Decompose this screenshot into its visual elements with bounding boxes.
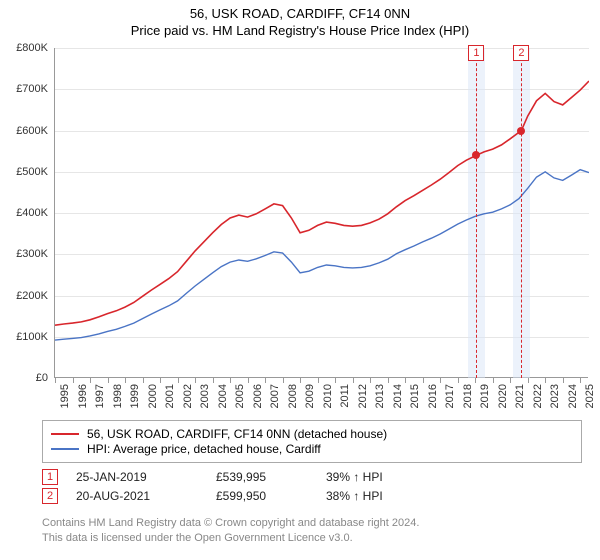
sale-date: 25-JAN-2019 [76,470,216,484]
x-axis-label: 2018 [462,384,474,408]
x-axis-label: 2024 [567,384,579,408]
marker-line [476,48,477,378]
x-axis-label: 1996 [77,384,89,408]
x-axis-label: 2013 [374,384,386,408]
x-axis-label: 2014 [392,384,404,408]
x-axis-label: 2011 [339,384,351,408]
sale-row: 2 20-AUG-2021£599,95038% ↑ HPI [42,488,582,504]
x-axis-label: 2015 [409,384,421,408]
sale-badge: 1 [42,469,58,485]
y-axis-label: £300K [0,248,48,260]
sale-marker-dot [472,151,480,159]
x-axis-label: 2001 [164,384,176,408]
sale-date: 20-AUG-2021 [76,489,216,503]
x-axis-label: 2025 [584,384,596,408]
x-axis-label: 2012 [357,384,369,408]
y-axis-label: £400K [0,207,48,219]
price-chart: £0£100K£200K£300K£400K£500K£600K£700K£80… [54,48,588,378]
y-axis-label: £0 [0,372,48,384]
sale-pct-vs-hpi: 38% ↑ HPI [326,489,446,503]
x-axis-label: 2023 [549,384,561,408]
footer-line: Contains HM Land Registry data © Crown c… [42,516,582,531]
x-axis-label: 2022 [532,384,544,408]
x-axis-label: 2021 [514,384,526,408]
attribution-footer: Contains HM Land Registry data © Crown c… [42,516,582,546]
x-axis-label: 1997 [94,384,106,408]
x-axis-label: 2019 [479,384,491,408]
sale-price: £599,950 [216,489,326,503]
legend-item: HPI: Average price, detached house, Card… [51,442,573,456]
series-line [55,81,589,325]
x-axis-label: 2020 [497,384,509,408]
page-title: 56, USK ROAD, CARDIFF, CF14 0NN [0,6,600,21]
page-subtitle: Price paid vs. HM Land Registry's House … [0,23,600,38]
x-axis-label: 2009 [304,384,316,408]
sales-table: 1 25-JAN-2019£539,99539% ↑ HPI 2 20-AUG-202… [42,466,582,507]
y-axis-label: £600K [0,125,48,137]
x-axis-label: 1998 [112,384,124,408]
x-axis-label: 2010 [322,384,334,408]
y-axis-label: £100K [0,331,48,343]
legend: 56, USK ROAD, CARDIFF, CF14 0NN (detache… [42,420,582,463]
legend-label: HPI: Average price, detached house, Card… [87,442,321,456]
y-axis-label: £800K [0,42,48,54]
legend-swatch [51,433,79,435]
sale-pct-vs-hpi: 39% ↑ HPI [326,470,446,484]
x-axis-label: 2004 [217,384,229,408]
sale-row: 1 25-JAN-2019£539,99539% ↑ HPI [42,469,582,485]
legend-label: 56, USK ROAD, CARDIFF, CF14 0NN (detache… [87,427,387,441]
x-axis-label: 2016 [427,384,439,408]
legend-item: 56, USK ROAD, CARDIFF, CF14 0NN (detache… [51,427,573,441]
x-axis-label: 2005 [234,384,246,408]
y-axis-label: £700K [0,83,48,95]
x-axis-label: 2017 [444,384,456,408]
sale-badge: 2 [42,488,58,504]
x-axis-label: 2000 [147,384,159,408]
legend-swatch [51,448,79,450]
y-axis-label: £500K [0,166,48,178]
marker-badge: 2 [513,45,529,61]
x-axis-label: 2007 [269,384,281,408]
sale-price: £539,995 [216,470,326,484]
series-line [55,170,589,340]
x-axis-label: 2006 [252,384,264,408]
y-axis-label: £200K [0,290,48,302]
x-axis-label: 2002 [182,384,194,408]
marker-line [521,48,522,378]
x-axis-label: 1999 [129,384,141,408]
x-axis-label: 2008 [287,384,299,408]
x-axis-label: 2003 [199,384,211,408]
x-axis-label: 1995 [59,384,71,408]
sale-marker-dot [517,127,525,135]
marker-badge: 1 [468,45,484,61]
footer-line: This data is licensed under the Open Gov… [42,531,582,546]
